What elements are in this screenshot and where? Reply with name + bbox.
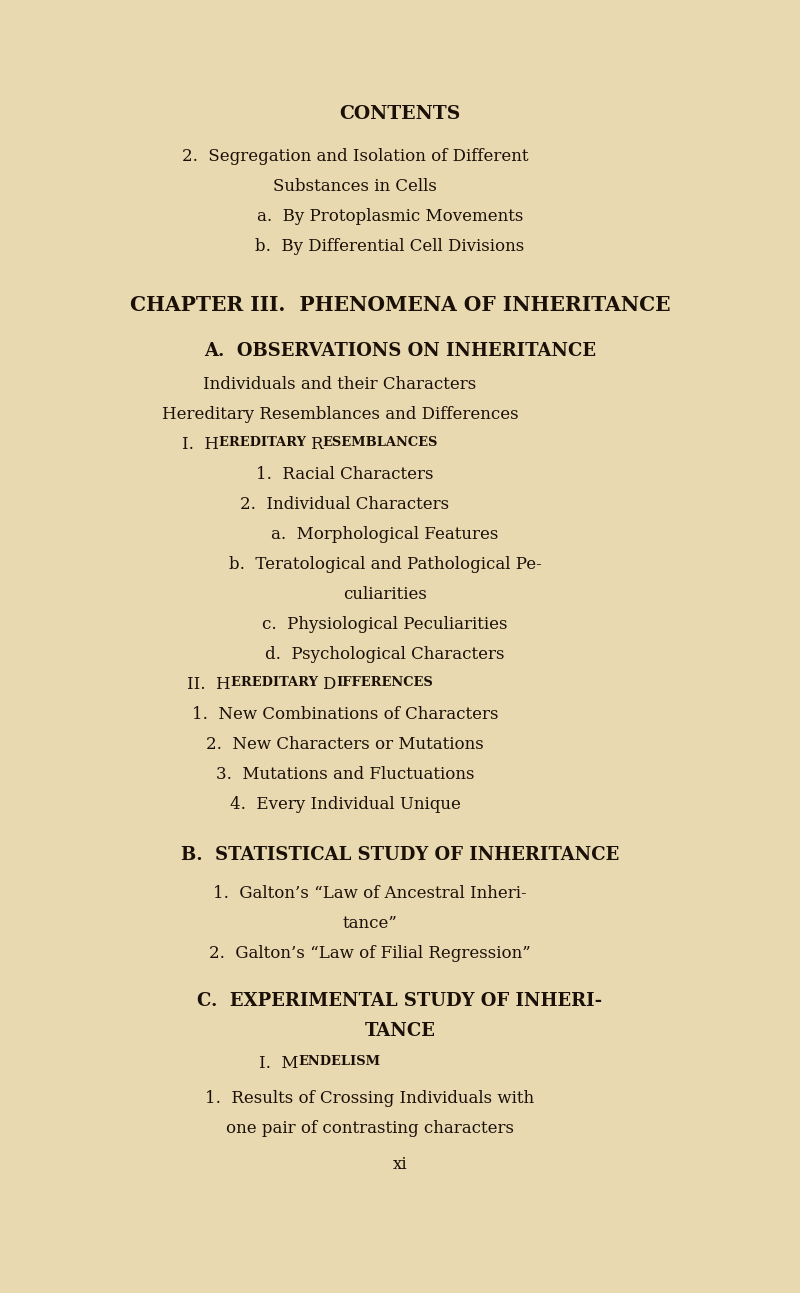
Text: 2.  Galton’s “Law of Filial Regression”: 2. Galton’s “Law of Filial Regression” xyxy=(209,945,531,962)
Text: d.  Psychological Characters: d. Psychological Characters xyxy=(266,646,505,663)
Text: 2.  New Characters or Mutations: 2. New Characters or Mutations xyxy=(206,736,484,753)
Text: ENDELISM: ENDELISM xyxy=(298,1055,381,1068)
Text: A.  OBSERVATIONS ON INHERITANCE: A. OBSERVATIONS ON INHERITANCE xyxy=(204,343,596,359)
Text: CHAPTER III.  PHENOMENA OF INHERITANCE: CHAPTER III. PHENOMENA OF INHERITANCE xyxy=(130,295,670,315)
Text: 3.  Mutations and Fluctuations: 3. Mutations and Fluctuations xyxy=(216,765,474,784)
Text: c.  Physiological Peculiarities: c. Physiological Peculiarities xyxy=(262,615,508,634)
Text: 1.  New Combinations of Characters: 1. New Combinations of Characters xyxy=(192,706,498,723)
Text: I.  M: I. M xyxy=(259,1055,298,1072)
Text: 1.  Racial Characters: 1. Racial Characters xyxy=(256,465,434,484)
Text: one pair of contrasting characters: one pair of contrasting characters xyxy=(226,1120,514,1137)
Text: 2.  Individual Characters: 2. Individual Characters xyxy=(241,497,450,513)
Text: b.  Teratological and Pathological Pe-: b. Teratological and Pathological Pe- xyxy=(229,556,542,573)
Text: 4.  Every Individual Unique: 4. Every Individual Unique xyxy=(230,796,461,813)
Text: culiarities: culiarities xyxy=(343,586,427,603)
Text: D: D xyxy=(322,676,336,693)
Text: C.  EXPERIMENTAL STUDY OF INHERI-: C. EXPERIMENTAL STUDY OF INHERI- xyxy=(198,992,602,1010)
Text: xi: xi xyxy=(393,1156,407,1173)
Text: tance”: tance” xyxy=(342,915,398,932)
Text: II.  H: II. H xyxy=(187,676,231,693)
Text: R: R xyxy=(310,436,323,453)
Text: EREDITARY: EREDITARY xyxy=(231,676,322,689)
Text: Individuals and their Characters: Individuals and their Characters xyxy=(203,376,477,393)
Text: TANCE: TANCE xyxy=(365,1021,435,1040)
Text: I.  H: I. H xyxy=(182,436,219,453)
Text: IFFERENCES: IFFERENCES xyxy=(336,676,433,689)
Text: a.  By Protoplasmic Movements: a. By Protoplasmic Movements xyxy=(257,208,523,225)
Text: ESEMBLANCES: ESEMBLANCES xyxy=(323,436,438,449)
Text: Hereditary Resemblances and Differences: Hereditary Resemblances and Differences xyxy=(162,406,518,423)
Text: b.  By Differential Cell Divisions: b. By Differential Cell Divisions xyxy=(255,238,525,255)
Text: 1.  Results of Crossing Individuals with: 1. Results of Crossing Individuals with xyxy=(206,1090,534,1107)
Text: a.  Morphological Features: a. Morphological Features xyxy=(271,526,498,543)
Text: 2.  Segregation and Isolation of Different: 2. Segregation and Isolation of Differen… xyxy=(182,147,528,166)
Text: CONTENTS: CONTENTS xyxy=(339,105,461,123)
Text: 1.  Galton’s “Law of Ancestral Inheri-: 1. Galton’s “Law of Ancestral Inheri- xyxy=(213,884,527,903)
Text: B.  STATISTICAL STUDY OF INHERITANCE: B. STATISTICAL STUDY OF INHERITANCE xyxy=(181,846,619,864)
Text: Substances in Cells: Substances in Cells xyxy=(273,178,437,195)
Text: EREDITARY: EREDITARY xyxy=(219,436,310,449)
